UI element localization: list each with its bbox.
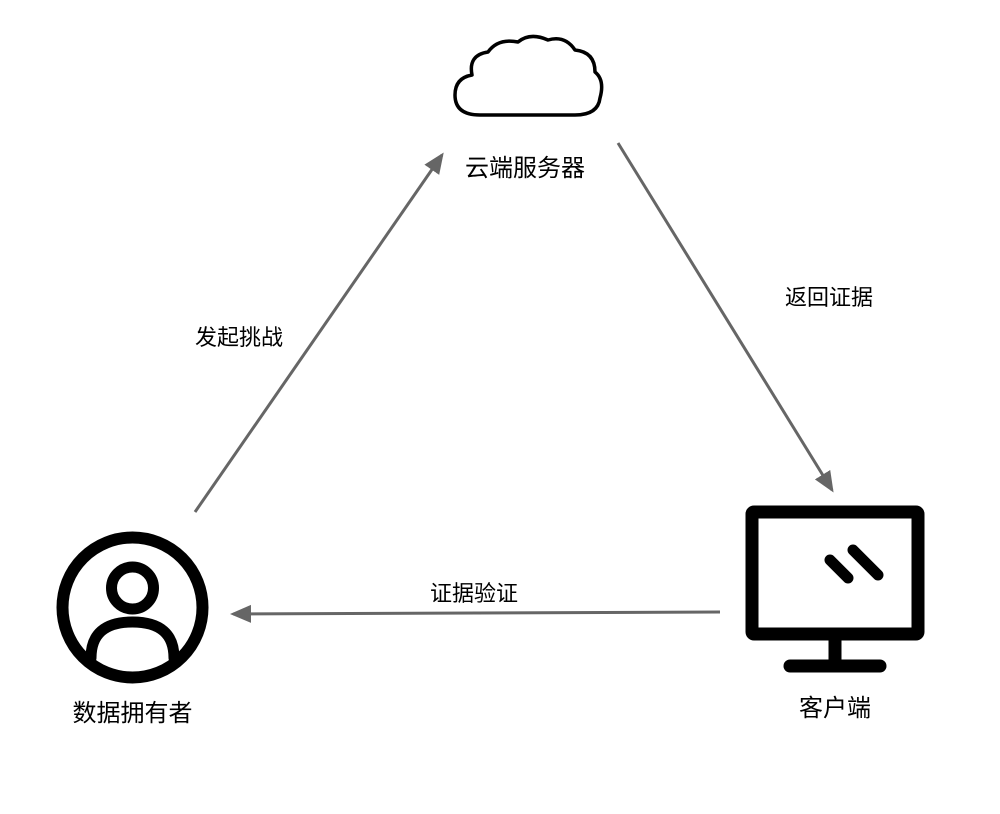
edge-verify-label: 证据验证 xyxy=(430,576,518,608)
edge-return-proof xyxy=(618,143,832,490)
monitor-icon xyxy=(740,500,930,680)
person-circle-icon xyxy=(55,530,210,685)
cloud-server-label: 云端服务器 xyxy=(465,148,585,183)
cloud-server-node: 云端服务器 xyxy=(440,30,610,183)
client-node: 客户端 xyxy=(740,500,930,723)
data-owner-node: 数据拥有者 xyxy=(55,530,210,728)
data-owner-label: 数据拥有者 xyxy=(73,693,193,728)
cloud-icon xyxy=(440,30,610,140)
edge-return-proof-label: 返回证据 xyxy=(785,280,873,312)
edge-verify xyxy=(233,612,720,614)
edge-challenge-label: 发起挑战 xyxy=(195,320,283,352)
client-label: 客户端 xyxy=(799,688,871,723)
